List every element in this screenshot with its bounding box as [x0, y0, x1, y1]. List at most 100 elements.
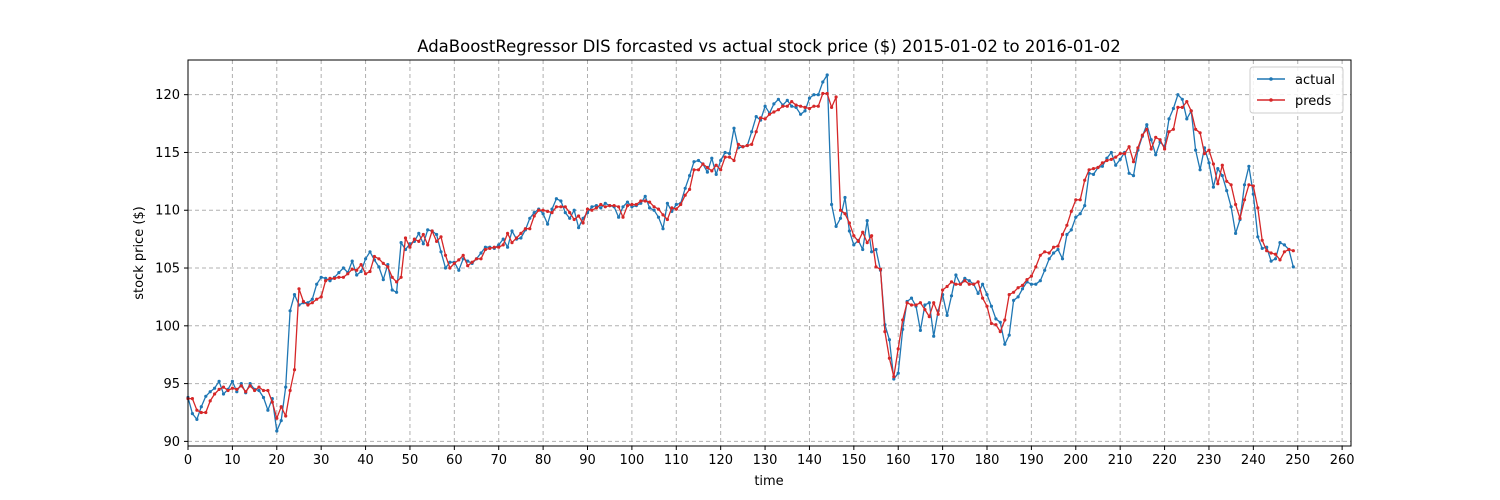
preds-point	[346, 272, 350, 276]
preds-point	[1260, 238, 1264, 242]
actual-point	[368, 250, 372, 254]
x-tick-label: 30	[313, 453, 330, 468]
actual-point	[1220, 174, 1224, 178]
preds-point	[559, 205, 563, 209]
preds-point	[608, 204, 612, 208]
actual-point	[1225, 189, 1229, 193]
preds-point	[998, 330, 1002, 334]
preds-point	[1043, 250, 1047, 254]
preds-point	[195, 408, 199, 412]
preds-point	[386, 265, 390, 269]
preds-point	[1194, 127, 1198, 131]
preds-point	[834, 95, 838, 99]
preds-point	[874, 265, 878, 269]
actual-point	[763, 104, 767, 108]
preds-point	[825, 91, 829, 96]
preds-point	[816, 104, 820, 108]
preds-point	[1291, 249, 1295, 253]
actual-point	[359, 269, 363, 274]
preds-point	[417, 239, 421, 243]
preds-point	[1234, 202, 1238, 207]
x-tick-label: 130	[753, 453, 778, 468]
preds-point	[794, 103, 798, 107]
preds-point	[1136, 146, 1140, 150]
actual-point	[799, 112, 803, 116]
actual-point	[506, 245, 510, 249]
x-tick-label: 50	[402, 453, 419, 468]
preds-point	[501, 243, 505, 247]
actual-point	[692, 160, 696, 164]
preds-point	[767, 112, 772, 116]
actual-point	[1256, 235, 1260, 239]
actual-point	[927, 301, 931, 305]
actual-point	[625, 200, 630, 204]
preds-point	[1238, 216, 1242, 220]
preds-point	[1056, 244, 1060, 248]
preds-point	[1069, 209, 1073, 213]
actual-point	[861, 247, 865, 252]
actual-point	[1003, 342, 1007, 346]
preds-point	[812, 104, 816, 108]
actual-point	[235, 390, 239, 394]
actual-point	[395, 290, 399, 294]
preds-point	[603, 205, 607, 209]
preds-point	[861, 230, 865, 234]
preds-point	[1100, 161, 1104, 165]
actual-point	[683, 186, 687, 190]
preds-point	[981, 296, 985, 300]
actual-point	[279, 419, 283, 423]
preds-point	[306, 303, 310, 307]
x-tick-label: 180	[975, 453, 1000, 468]
preds-point	[883, 330, 887, 334]
preds-point	[395, 280, 399, 284]
preds-point	[625, 204, 630, 208]
preds-point	[412, 237, 416, 241]
actual-point	[954, 273, 958, 277]
actual-point	[1131, 174, 1136, 178]
preds-point	[994, 323, 998, 327]
preds-point	[257, 385, 261, 389]
preds-point	[1180, 105, 1184, 109]
preds-point	[914, 303, 918, 307]
preds-point	[750, 142, 754, 146]
actual-point	[674, 202, 678, 207]
actual-point	[1020, 287, 1025, 291]
preds-point	[1087, 168, 1091, 172]
preds-point	[230, 386, 234, 390]
actual-point	[932, 334, 936, 338]
actual-point	[719, 158, 723, 163]
preds-point	[1096, 165, 1100, 170]
actual-point	[1216, 167, 1220, 171]
actual-point	[838, 216, 843, 220]
preds-point	[1020, 283, 1025, 287]
preds-point	[261, 388, 266, 393]
preds-point	[1065, 223, 1069, 227]
preds-point	[1229, 183, 1233, 187]
preds-point	[705, 165, 710, 170]
preds-point	[474, 257, 479, 261]
y-tick-label: 105	[155, 262, 180, 277]
actual-point	[1065, 232, 1069, 237]
actual-point	[1007, 333, 1011, 337]
preds-point	[599, 202, 603, 207]
preds-point	[1140, 133, 1144, 137]
preds-point	[1167, 130, 1171, 134]
preds-point	[1216, 182, 1220, 186]
preds-point	[448, 266, 452, 270]
preds-point	[692, 168, 696, 172]
preds-point	[1256, 206, 1260, 210]
actual-point	[390, 288, 394, 292]
preds-point	[1118, 152, 1122, 156]
preds-point	[976, 280, 980, 284]
preds-point	[772, 110, 776, 114]
preds-point	[213, 392, 217, 396]
preds-point	[1176, 105, 1180, 109]
preds-point	[1278, 258, 1282, 262]
preds-point	[909, 303, 914, 307]
x-axis-title: time	[754, 474, 783, 489]
preds-point	[723, 155, 727, 159]
actual-point	[190, 412, 194, 416]
preds-point	[1185, 100, 1189, 104]
preds-point	[1083, 178, 1087, 182]
actual-point	[1260, 246, 1264, 250]
